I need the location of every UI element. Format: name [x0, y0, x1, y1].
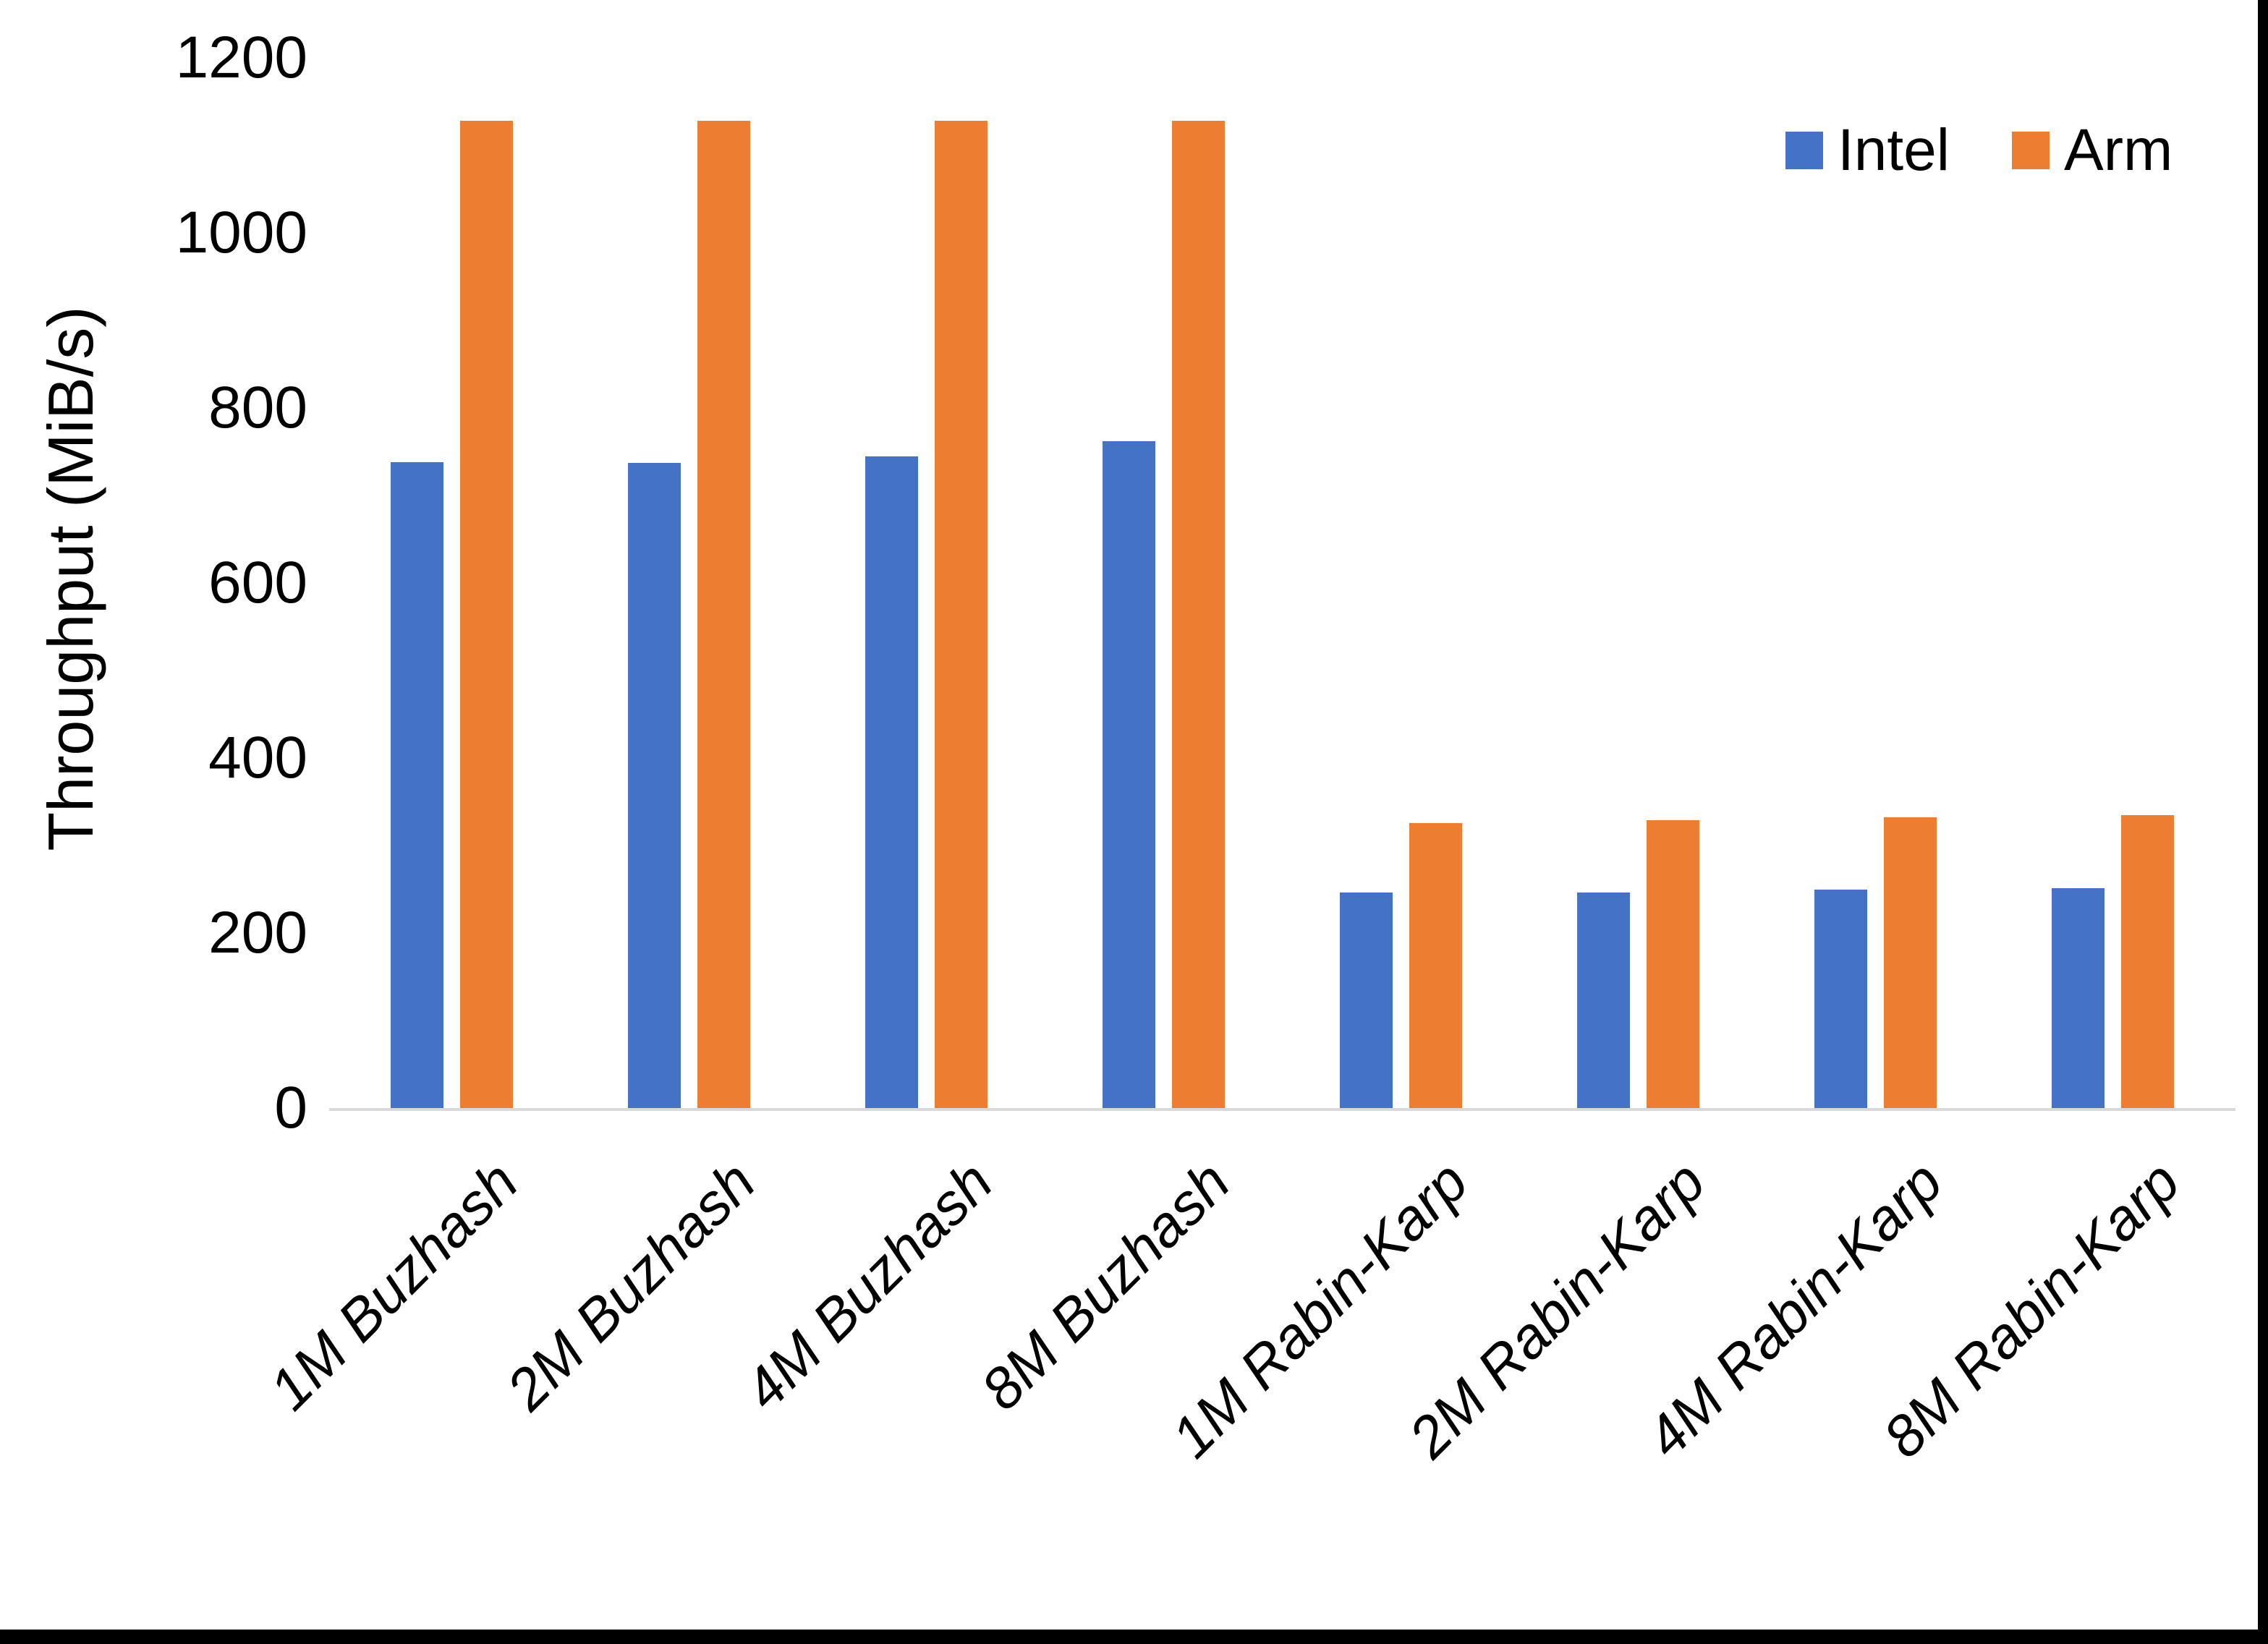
x-label-2m-buzhash: 2M Buzhash	[494, 1149, 768, 1423]
y-tick-1200: 1200	[175, 25, 307, 90]
y-tick-800: 800	[208, 375, 307, 440]
bar-intel-2m-rabin-karp	[1577, 893, 1631, 1108]
x-label-4m-buzhash: 4M Buzhash	[731, 1149, 1005, 1423]
y-tick-200: 200	[208, 900, 307, 966]
x-label-8m-rabin-karp: 8M Rabin-Karp	[1871, 1149, 2192, 1470]
x-axis-line	[329, 1108, 2235, 1111]
bar-arm-2m-rabin-karp	[1647, 819, 1700, 1108]
legend-swatch-arm	[2012, 132, 2050, 169]
y-tick-600: 600	[208, 550, 307, 616]
bar-arm-1m-rabin-karp	[1409, 822, 1463, 1108]
x-label-2m-rabin-karp: 2M Rabin-Karp	[1396, 1149, 1717, 1470]
bar-arm-4m-rabin-karp	[1884, 817, 1937, 1108]
legend-label-arm: Arm	[2064, 117, 2173, 183]
legend-item-intel: Intel	[1785, 121, 1950, 180]
bar-intel-2m-buzhash	[627, 463, 681, 1108]
bar-intel-4m-rabin-karp	[1814, 889, 1868, 1108]
x-label-4m-rabin-karp: 4M Rabin-Karp	[1634, 1149, 1955, 1470]
x-label-1m-rabin-karp: 1M Rabin-Karp	[1158, 1149, 1480, 1470]
bar-arm-2m-buzhash	[697, 121, 750, 1108]
legend-label-intel: Intel	[1838, 117, 1950, 183]
y-tick-1000: 1000	[175, 200, 307, 265]
x-label-8m-buzhash: 8M Buzhash	[969, 1149, 1243, 1423]
y-tick-0: 0	[274, 1075, 307, 1141]
bar-intel-8m-rabin-karp	[2052, 888, 2105, 1108]
bar-arm-4m-buzhash	[934, 121, 988, 1108]
bar-arm-1m-buzhash	[459, 121, 513, 1108]
bar-arm-8m-rabin-karp	[2121, 814, 2175, 1108]
legend: Intel Arm	[1785, 114, 2173, 187]
bar-arm-8m-buzhash	[1171, 121, 1225, 1108]
y-tick-400: 400	[208, 725, 307, 791]
x-label-1m-buzhash: 1M Buzhash	[257, 1149, 530, 1423]
legend-item-arm: Arm	[2012, 121, 2173, 180]
legend-swatch-intel	[1785, 132, 1823, 169]
bar-intel-4m-buzhash	[865, 456, 918, 1108]
bar-intel-1m-buzhash	[390, 462, 443, 1108]
bar-intel-1m-rabin-karp	[1340, 893, 1393, 1108]
bar-intel-8m-buzhash	[1102, 440, 1155, 1108]
